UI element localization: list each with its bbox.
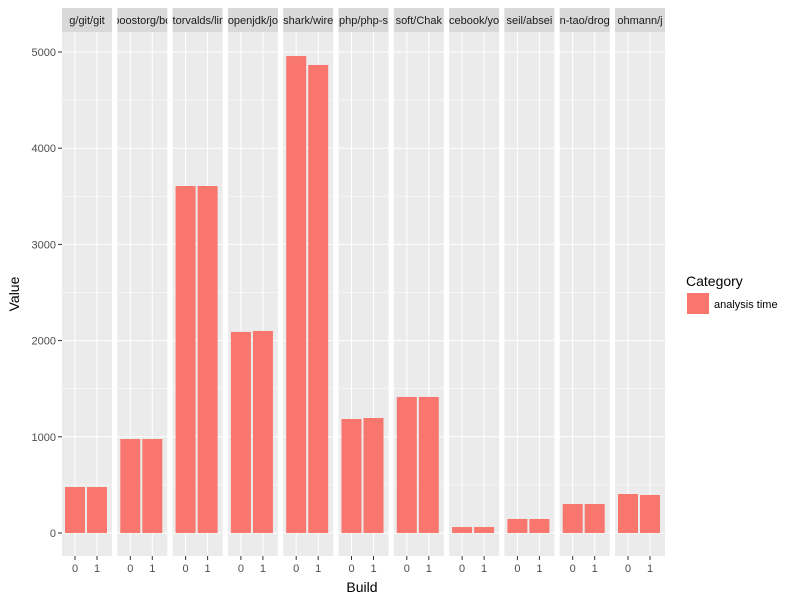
x-tick-label: 0 <box>459 563 465 575</box>
x-tick-label: 0 <box>625 563 631 575</box>
bar <box>286 56 307 533</box>
legend-key <box>687 293 709 314</box>
bar <box>452 527 473 533</box>
x-tick-label: 1 <box>647 563 653 575</box>
bar <box>618 494 638 533</box>
facet-strip <box>283 8 334 32</box>
x-tick-label: 1 <box>592 563 598 575</box>
x-tick-label: 0 <box>293 563 299 575</box>
bar <box>640 495 660 533</box>
y-tick-label: 5000 <box>32 47 56 59</box>
facet-strip <box>449 8 500 32</box>
x-tick-label: 0 <box>404 563 410 575</box>
bar <box>474 527 495 533</box>
y-tick-label: 2000 <box>32 336 56 348</box>
panel-background <box>504 32 555 556</box>
facet-label: seil/absei <box>506 15 552 27</box>
legend-label: analysis time <box>714 299 778 311</box>
x-tick-label: 0 <box>72 563 78 575</box>
bar <box>529 518 550 533</box>
x-tick-label: 0 <box>348 563 354 575</box>
facet-label: soft/Chak <box>396 15 443 27</box>
facet-label: openjdk/jo <box>228 15 278 27</box>
bar <box>252 330 273 533</box>
x-tick-label: 1 <box>481 563 487 575</box>
x-tick-label: 1 <box>315 563 321 575</box>
legend-title: Category <box>686 273 743 289</box>
facet-label: cebook/yo <box>449 15 499 27</box>
facet-strip <box>172 8 223 32</box>
y-axis-title: Value <box>6 276 22 311</box>
bar <box>341 419 362 533</box>
x-tick-label: 1 <box>205 563 211 575</box>
facet-label: shark/wire <box>283 15 333 27</box>
x-tick-label: 1 <box>94 563 100 575</box>
facet-panel: 0 1 soft/Chak <box>393 8 444 575</box>
x-tick-label: 0 <box>127 563 133 575</box>
bar <box>175 186 196 534</box>
x-tick-label: 1 <box>370 563 376 575</box>
y-tick-label: 3000 <box>32 239 56 251</box>
bar <box>308 64 329 533</box>
bar <box>562 504 583 533</box>
bar <box>230 331 251 533</box>
facet-strip <box>62 8 112 32</box>
facet-panel: 0 1 ohmann/j <box>615 8 665 575</box>
facet-label: torvalds/lir <box>173 15 223 27</box>
facet-label: n-tao/drog <box>560 15 610 27</box>
facet-strip <box>393 8 444 32</box>
bar <box>507 518 528 533</box>
facet-panel: 0 1 cebook/yo <box>449 8 500 575</box>
facet-strip <box>559 8 610 32</box>
facet-label: g/git/git <box>69 15 104 27</box>
x-tick-label: 0 <box>238 563 244 575</box>
bar <box>65 487 85 533</box>
x-tick-label: 1 <box>260 563 266 575</box>
panel-background <box>559 32 610 556</box>
facet-strip <box>504 8 555 32</box>
x-axis-title: Build <box>346 579 377 595</box>
bar <box>396 396 417 533</box>
facet-label: php/php-s <box>339 15 388 27</box>
facet-panel: 0 1 torvalds/lir <box>172 8 223 575</box>
bar <box>120 439 141 533</box>
bar <box>363 418 384 533</box>
facet-panel: 0 1 php/php-s <box>338 8 389 575</box>
facet-panel: 0 1 boostorg/bo <box>113 8 171 575</box>
facet-panel: 0 1 seil/absei <box>504 8 555 575</box>
facet-panel: 0 1 n-tao/drog <box>559 8 610 575</box>
bar <box>418 396 439 533</box>
x-tick-label: 1 <box>426 563 432 575</box>
y-tick-label: 1000 <box>32 432 56 444</box>
x-tick-label: 1 <box>149 563 155 575</box>
y-tick-label: 0 <box>50 528 56 540</box>
bar <box>142 439 163 533</box>
x-tick-label: 1 <box>536 563 542 575</box>
panel-background <box>449 32 500 556</box>
x-tick-label: 0 <box>570 563 576 575</box>
facet-label: boostorg/bo <box>113 15 171 27</box>
y-tick-label: 4000 <box>32 143 56 155</box>
facet-strip <box>338 8 389 32</box>
facet-strip <box>117 8 168 32</box>
panel-background <box>615 32 665 556</box>
bar <box>197 186 218 534</box>
x-tick-label: 0 <box>183 563 189 575</box>
facet-panel: 0 1 shark/wire <box>283 8 334 575</box>
facet-strip <box>615 8 665 32</box>
facet-panel: 0 1 g/git/git <box>62 8 112 575</box>
bar <box>87 487 107 533</box>
facet-label: ohmann/j <box>617 15 662 27</box>
panel-background <box>62 32 112 556</box>
bar <box>584 504 605 533</box>
facet-strip <box>227 8 278 32</box>
facet-panel: 0 1 openjdk/jo <box>227 8 278 575</box>
x-tick-label: 0 <box>514 563 520 575</box>
